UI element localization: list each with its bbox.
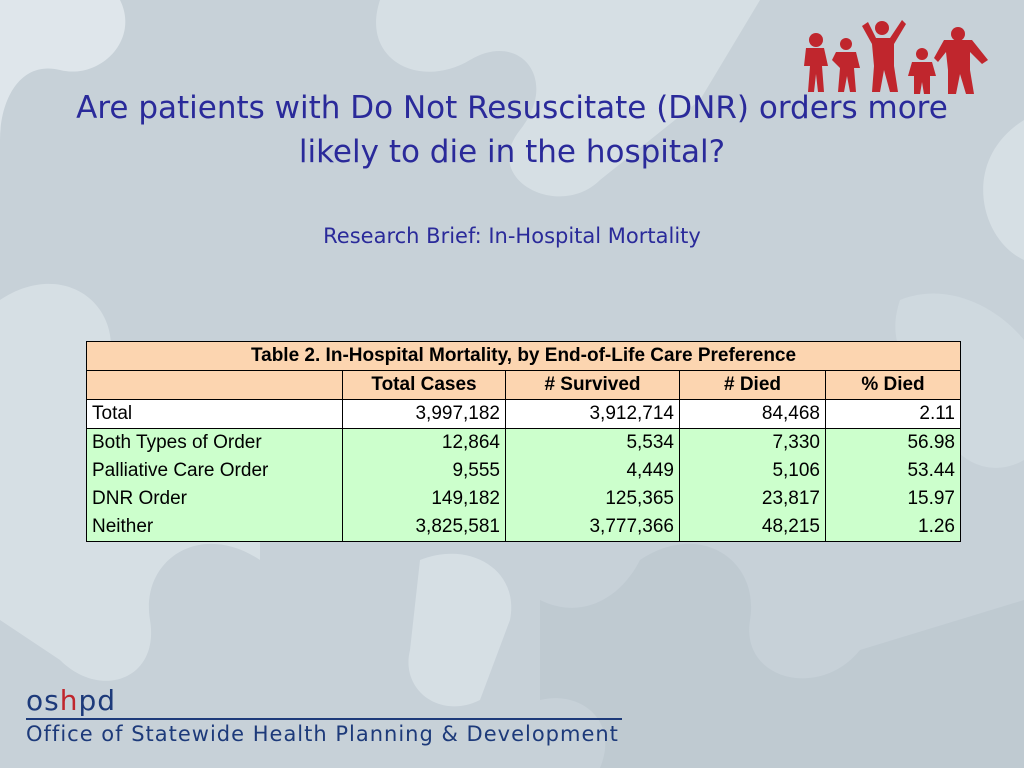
slide-title: Are patients with Do Not Resuscitate (DN… [76,90,948,170]
cell-percent-died: 2.11 [825,399,961,429]
cell-survived: 3,912,714 [505,399,680,429]
table-header-row: Total Cases # Survived # Died % Died [86,370,961,400]
cell-died: 5,106 [679,457,826,485]
column-header-total-cases: Total Cases [342,370,506,400]
column-header-died: # Died [679,370,826,400]
row-label: Total [86,399,343,429]
table-caption-row: Table 2. In-Hospital Mortality, by End-o… [86,341,961,371]
cell-percent-died: 1.26 [825,513,961,542]
table-row: Palliative Care Order 9,555 4,449 5,106 … [86,457,961,485]
cell-percent-died: 15.97 [825,485,961,513]
cell-total-cases: 3,997,182 [342,399,506,429]
cell-survived: 5,534 [505,428,680,457]
cell-died: 7,330 [679,428,826,457]
cell-died: 84,468 [679,399,826,429]
footer-divider [26,718,622,720]
cell-total-cases: 149,182 [342,485,506,513]
column-header-percent-died: % Died [825,370,961,400]
row-label: Both Types of Order [86,428,343,457]
table-row-total: Total 3,997,182 3,912,714 84,468 2.11 [86,399,961,429]
table-caption: Table 2. In-Hospital Mortality, by End-o… [86,341,961,371]
logo-pd: pd [78,684,117,717]
table-row: Neither 3,825,581 3,777,366 48,215 1.26 [86,513,961,542]
cell-died: 48,215 [679,513,826,542]
table-row: Both Types of Order 12,864 5,534 7,330 5… [86,428,961,457]
logo-wordmark: oshpd [26,684,116,717]
cell-total-cases: 9,555 [342,457,506,485]
logo-os: os [26,684,60,717]
cell-percent-died: 56.98 [825,428,961,457]
cell-died: 23,817 [679,485,826,513]
row-label: Neither [86,513,343,542]
column-header-label [86,370,343,400]
oshpd-logo: oshpd [26,684,116,717]
cell-survived: 125,365 [505,485,680,513]
row-label: Palliative Care Order [86,457,343,485]
cell-survived: 4,449 [505,457,680,485]
table-row: DNR Order 149,182 125,365 23,817 15.97 [86,485,961,513]
column-header-survived: # Survived [505,370,680,400]
cell-total-cases: 3,825,581 [342,513,506,542]
cell-total-cases: 12,864 [342,428,506,457]
cell-survived: 3,777,366 [505,513,680,542]
logo-h: h [59,684,79,717]
mortality-table: Table 2. In-Hospital Mortality, by End-o… [86,341,961,542]
organization-name: Office of Statewide Health Planning & De… [26,722,619,746]
row-label: DNR Order [86,485,343,513]
slide-subtitle: Research Brief: In-Hospital Mortality [323,224,701,248]
cell-percent-died: 53.44 [825,457,961,485]
family-people-icon [804,20,988,94]
